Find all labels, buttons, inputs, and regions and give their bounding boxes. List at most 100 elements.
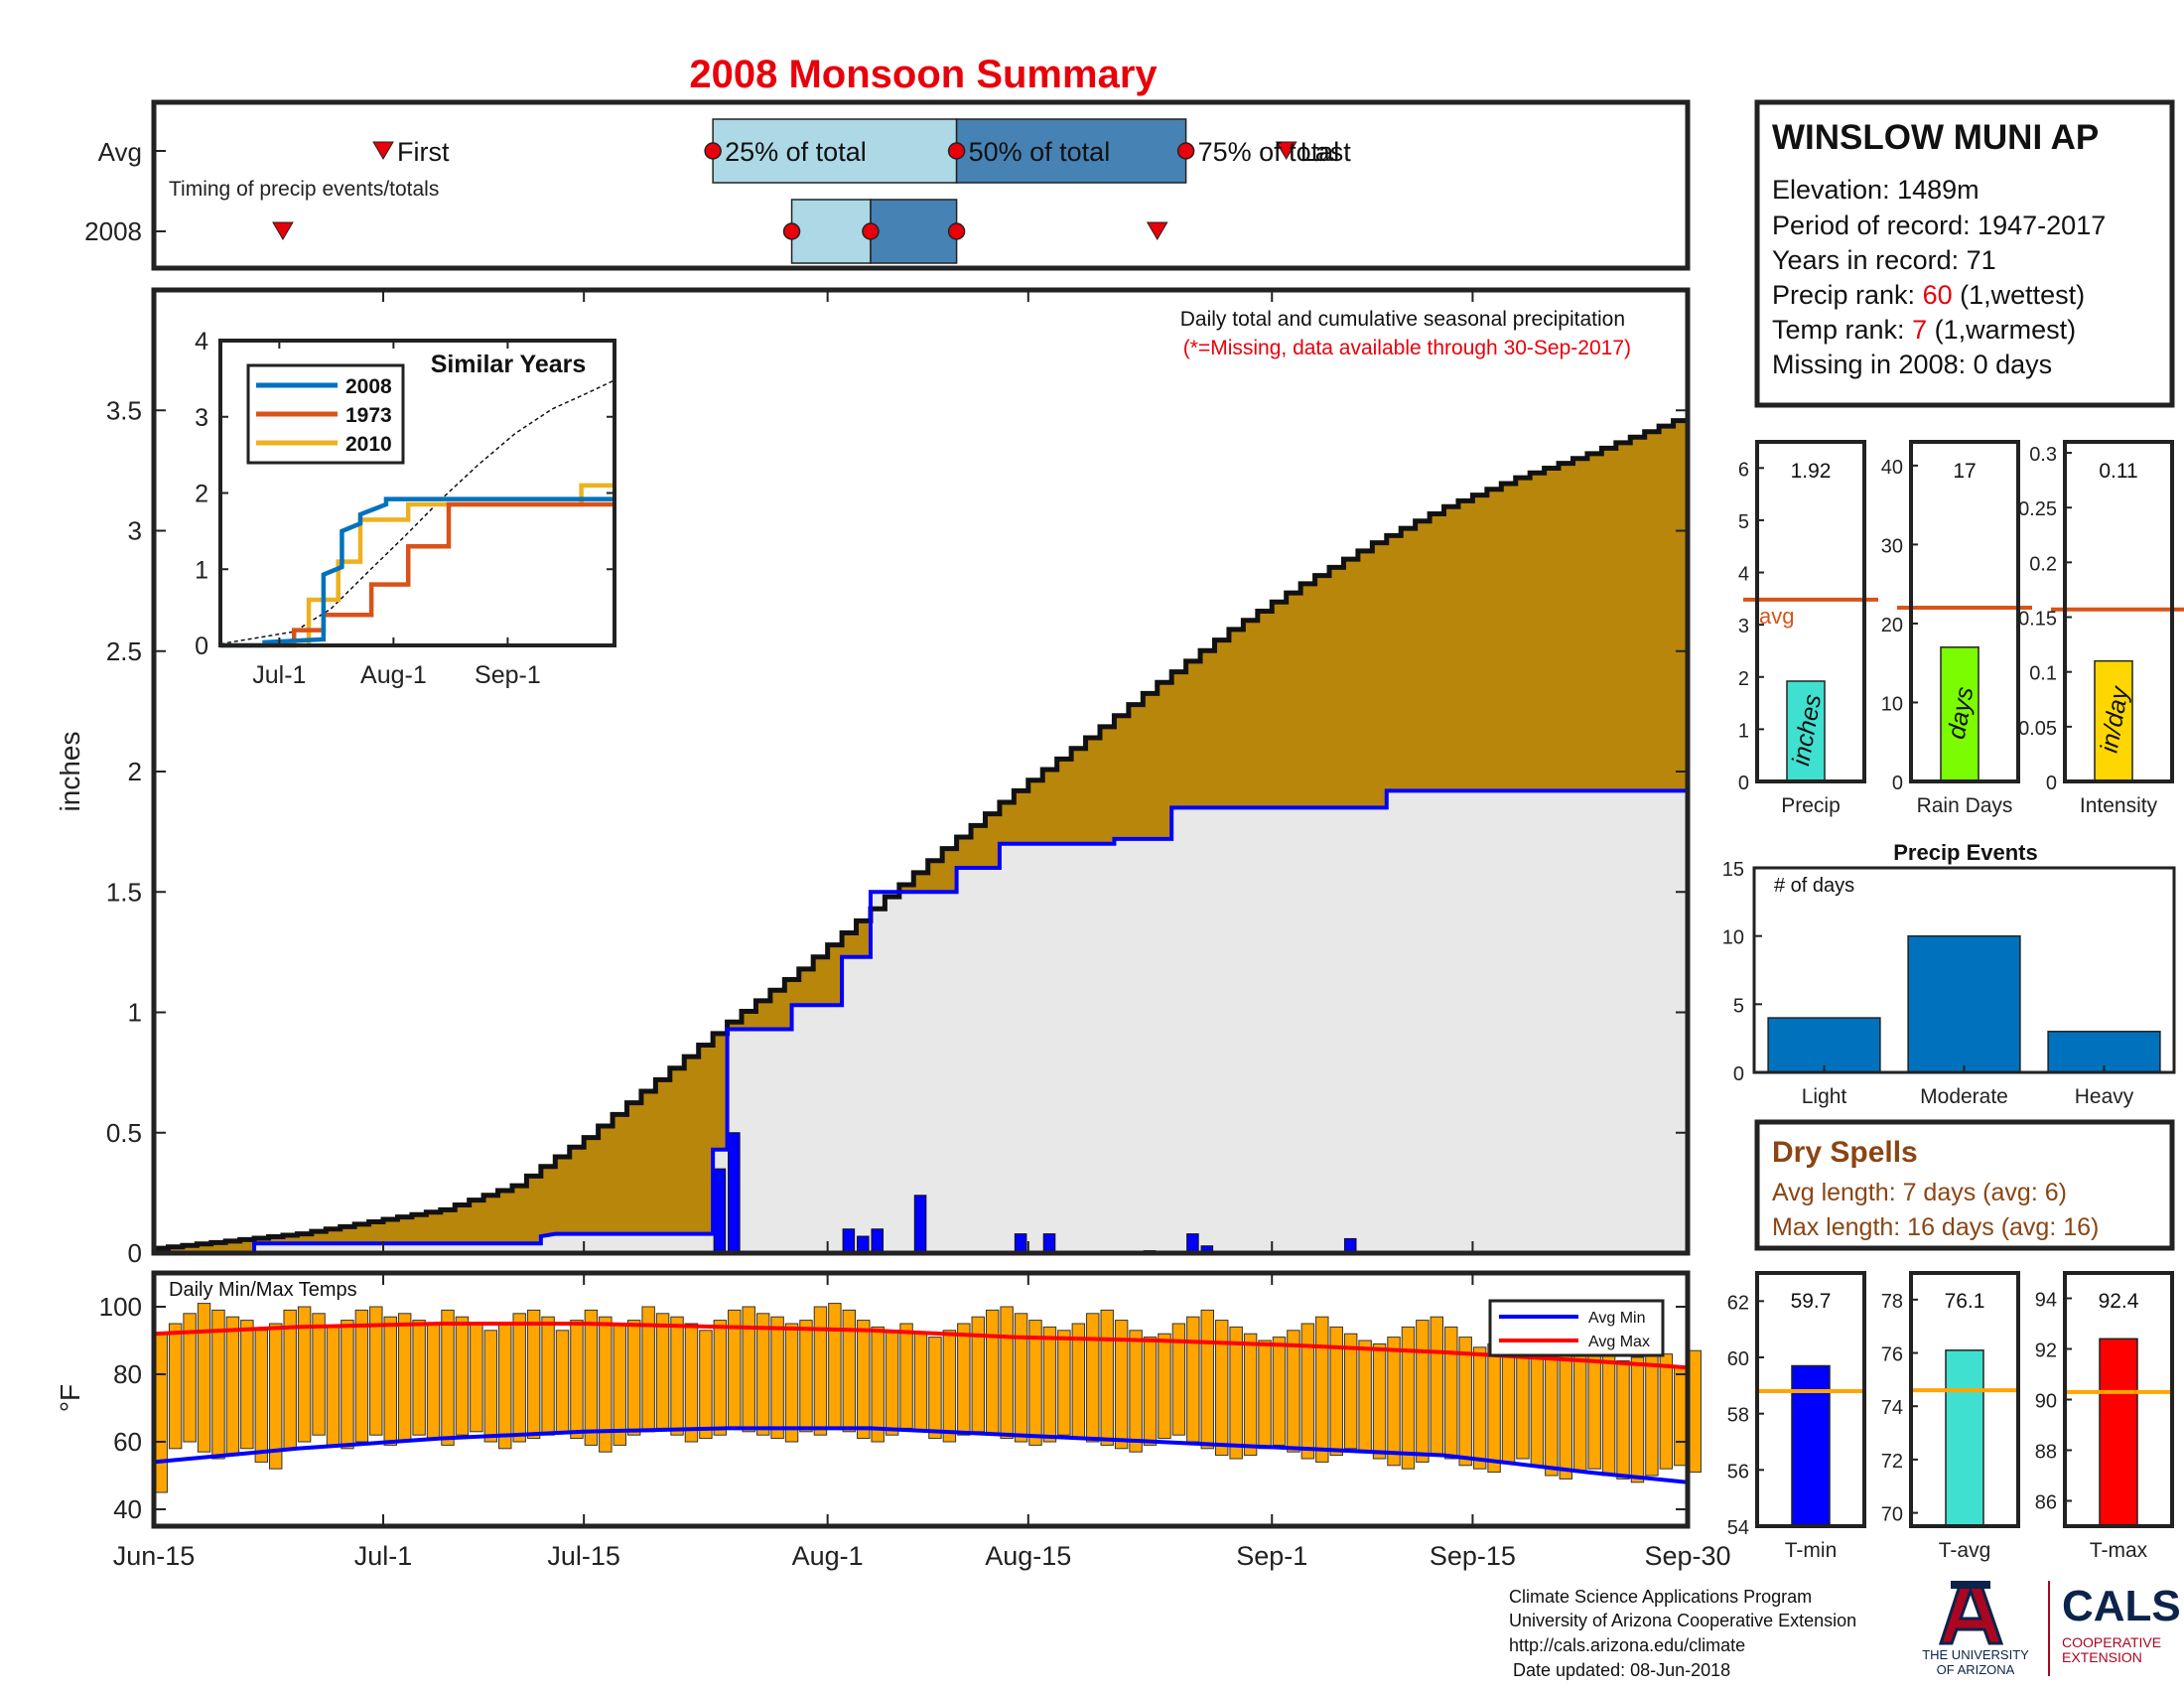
daily-temp-bar bbox=[269, 1323, 283, 1470]
daily-temp-bar bbox=[742, 1306, 755, 1433]
daily-temp-bar bbox=[1358, 1340, 1372, 1453]
daily-temp-bar bbox=[297, 1306, 312, 1443]
inset-x-tick-label: Jul-1 bbox=[252, 661, 306, 689]
timing-marks: First Last 25% of total 50% of total 75% of … bbox=[154, 118, 1351, 264]
daily-temp-bar bbox=[1129, 1330, 1143, 1453]
daily-temp-bar bbox=[455, 1316, 470, 1436]
daily-temp-bar bbox=[397, 1313, 412, 1443]
main-chart-marks bbox=[154, 415, 1691, 1255]
daily-temp-bar bbox=[613, 1323, 626, 1446]
daily-temp-bar bbox=[1158, 1333, 1171, 1440]
x-tick-label: Sep-30 bbox=[1644, 1541, 1730, 1571]
daily-temp-bar bbox=[985, 1309, 1000, 1436]
inset-series-line-1973 bbox=[220, 501, 614, 648]
precip-events-y-tick-label: 5 bbox=[1733, 995, 1744, 1017]
daily-temp-bar bbox=[483, 1330, 498, 1443]
timing-subtitle: Timing of precip events/totals bbox=[169, 178, 439, 201]
daily-temp-bar bbox=[1401, 1326, 1416, 1470]
dry-spells-max-length: Max length: 16 days (avg: 16) bbox=[1772, 1213, 2099, 1241]
x-tick-label: Aug-15 bbox=[985, 1541, 1071, 1571]
tmin-tick-label: 60 bbox=[1727, 1348, 1749, 1370]
x-tick-label: Jun-15 bbox=[113, 1541, 196, 1571]
dry-spells-box: Dry Spells Avg length: 7 days (avg: 6) M… bbox=[1754, 1119, 2175, 1251]
daily-temp-bar bbox=[383, 1316, 397, 1446]
daily-temp-bar bbox=[1086, 1313, 1100, 1443]
daily-temp-bar bbox=[599, 1316, 613, 1453]
intensity-tick-label: 0.05 bbox=[2018, 718, 2057, 740]
timing-year-box-50-75 bbox=[870, 199, 958, 264]
timing-q50-label: 50% of total bbox=[969, 137, 1111, 167]
main-y-tick-label: 1.5 bbox=[106, 877, 142, 907]
daily-temp-bar bbox=[498, 1323, 512, 1450]
chart-title: 2008 Monsoon Summary bbox=[689, 53, 1158, 96]
daily-temp-bar bbox=[942, 1330, 957, 1443]
similar-years-inset: 0 1 2 3 4 Jul-1 Aug-1 Sep-1 Similar Years 2008 1… bbox=[195, 328, 616, 689]
temp-y-axis-label: °F bbox=[55, 1384, 85, 1412]
daily-temp-bar bbox=[1186, 1316, 1200, 1443]
daily-temp-bar bbox=[799, 1320, 813, 1433]
daily-temp-bar bbox=[1659, 1353, 1674, 1470]
inset-marks bbox=[219, 379, 615, 648]
tavg-panel-frame bbox=[1909, 1271, 2020, 1528]
station-missing: Missing in 2008: 0 days bbox=[1772, 350, 2052, 379]
temperature-panel: 40 60 80 100 °F Daily Min/Max Temps Avg Min… bbox=[55, 1270, 1702, 1529]
daily-temp-bar bbox=[341, 1320, 354, 1450]
daily-temp-bar bbox=[1487, 1342, 1501, 1474]
precip-events-bar bbox=[1907, 934, 2021, 1073]
temp-chart-marks bbox=[153, 1303, 1702, 1493]
avg-max-temp-line bbox=[153, 1322, 1689, 1370]
daily-temp-bar bbox=[655, 1313, 670, 1429]
dry-spells-title: Dry Spells bbox=[1772, 1136, 1918, 1169]
tavg-tick-label: 76 bbox=[1881, 1344, 1903, 1366]
inset-y-tick-label: 0 bbox=[195, 633, 208, 660]
rain_days-tick-label: 20 bbox=[1881, 615, 1903, 636]
rain_days-tick-label: 40 bbox=[1881, 457, 1903, 479]
legend-avg-max-label: Avg Max bbox=[1588, 1334, 1650, 1350]
temp-y-tick-label: 60 bbox=[113, 1427, 142, 1457]
temp-y-tick-label: 100 bbox=[99, 1292, 142, 1322]
intensity-tick-label: 0.1 bbox=[2029, 663, 2057, 685]
daily-temp-bar bbox=[470, 1323, 483, 1433]
x-tick-label: Sep-15 bbox=[1430, 1541, 1516, 1571]
precip-events-marks: Light Moderate Heavy 0 5 10 15 bbox=[1722, 859, 2161, 1108]
daily-precip-bar bbox=[1186, 1233, 1199, 1254]
temp-legend-box bbox=[1488, 1299, 1665, 1357]
x-axis-tick-labels: Jun-15 Jul-1 Jul-15 Aug-1 Aug-15 Sep-1 Sep-15 S… bbox=[113, 290, 1731, 1571]
precip-events-category-label: Heavy bbox=[2075, 1085, 2134, 1108]
daily-temp-bar bbox=[899, 1323, 913, 1429]
timing-year-q25-marker bbox=[782, 222, 801, 240]
inset-x-tick-label: Aug-1 bbox=[360, 661, 427, 689]
daily-temp-bar bbox=[225, 1316, 240, 1457]
daily-temp-bar bbox=[770, 1316, 784, 1440]
daily-temp-bar bbox=[1315, 1316, 1329, 1463]
daily-temp-bar bbox=[828, 1303, 842, 1429]
tmax-tick-label: 88 bbox=[2035, 1442, 2057, 1464]
timing-row-year-label: 2008 bbox=[84, 216, 142, 246]
daily-temp-bar bbox=[1387, 1337, 1401, 1467]
precip-events-y-tick-label: 10 bbox=[1722, 927, 1744, 949]
daily-temp-bar bbox=[699, 1330, 713, 1440]
precip-events-chart: Precip Events Light Moderate Heavy 0 5 10 15 #… bbox=[1722, 840, 2176, 1108]
daily-temp-bar bbox=[842, 1309, 857, 1433]
daily-temp-bar bbox=[1000, 1306, 1014, 1440]
tmax-tick-label: 92 bbox=[2035, 1340, 2057, 1362]
daily-temp-bar bbox=[1300, 1323, 1315, 1460]
inset-series-line-2008 bbox=[220, 496, 614, 648]
daily-precip-bar bbox=[713, 1168, 727, 1254]
precip-value: 1.92 bbox=[1791, 460, 1832, 483]
precip-bar bbox=[1786, 680, 1826, 782]
daily-temp-bar bbox=[1444, 1326, 1458, 1460]
ua-logo-text-1: THE UNIVERSITY bbox=[1922, 1647, 2029, 1662]
inset-y-tick-label: 3 bbox=[195, 404, 208, 432]
intensity-tick-label: 0.2 bbox=[2029, 553, 2057, 575]
main-y-tick-label: 2 bbox=[128, 757, 142, 786]
inset-legend-label-2010: 2010 bbox=[345, 433, 392, 456]
daily-temp-bar bbox=[1430, 1316, 1444, 1457]
intensity-tick-label: 0 bbox=[2046, 773, 2057, 794]
daily-temp-bar bbox=[1287, 1330, 1300, 1453]
intensity-value: 0.11 bbox=[2099, 460, 2137, 483]
daily-temp-bar bbox=[1530, 1349, 1545, 1467]
